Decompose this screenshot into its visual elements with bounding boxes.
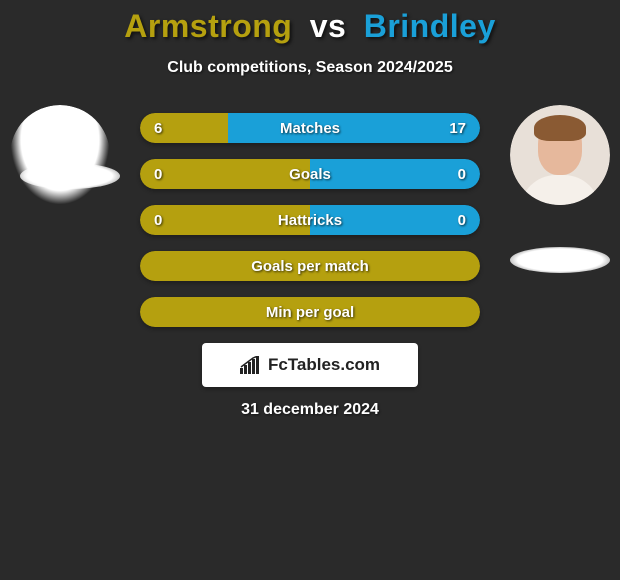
stat-bars: 617Matches 00Goals 00Hattricks Goals per ma…	[140, 113, 480, 327]
bar-chart-icon	[240, 356, 262, 374]
player1-avatar	[10, 105, 110, 205]
title-vs: vs	[310, 8, 347, 44]
title-player2: Brindley	[364, 8, 496, 44]
player1-secondary-oval	[20, 163, 120, 189]
stat-label: Matches	[140, 113, 480, 143]
stat-row: 00Hattricks	[140, 205, 480, 235]
logo-text: FcTables.com	[268, 355, 380, 375]
fctables-logo: FcTables.com	[202, 343, 418, 387]
player2-secondary-oval	[510, 247, 610, 273]
stat-row: 617Matches	[140, 113, 480, 143]
date-label: 31 december 2024	[0, 401, 620, 419]
stat-label: Hattricks	[140, 205, 480, 235]
stat-row: Min per goal	[140, 297, 480, 327]
stat-label: Goals	[140, 159, 480, 189]
title-player1: Armstrong	[124, 8, 292, 44]
stat-row: 00Goals	[140, 159, 480, 189]
stat-label: Min per goal	[140, 297, 480, 327]
stats-area: 617Matches 00Goals 00Hattricks Goals per ma…	[0, 113, 620, 327]
page-title: Armstrong vs Brindley	[0, 8, 620, 45]
avatar-placeholder-icon	[10, 105, 110, 205]
stat-row: Goals per match	[140, 251, 480, 281]
comparison-infographic: Armstrong vs Brindley Club competitions,…	[0, 0, 620, 419]
subtitle: Club competitions, Season 2024/2025	[0, 59, 620, 77]
player2-avatar	[510, 105, 610, 205]
stat-label: Goals per match	[140, 251, 480, 281]
